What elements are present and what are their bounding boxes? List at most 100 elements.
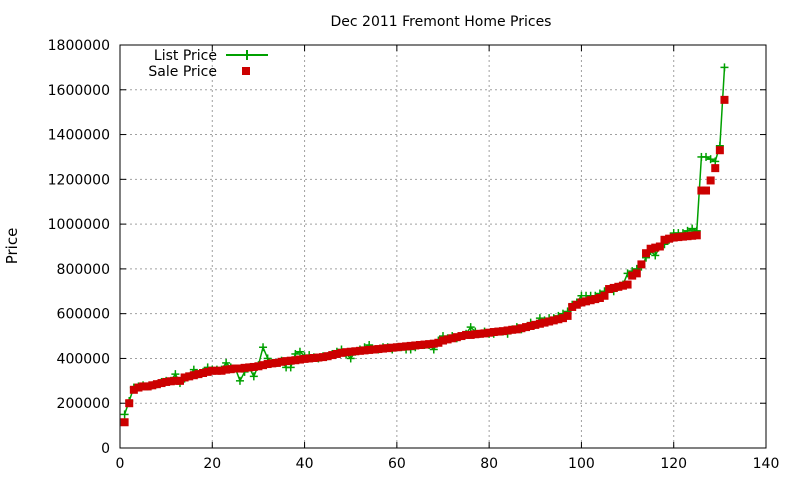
axis-ticks: 0 20 40 60 80 100 120 140 0 200000 400000 600000 800… (48, 38, 780, 472)
sale-price-point (323, 352, 332, 361)
sale-price-point (162, 377, 171, 386)
sale-price-point (268, 359, 277, 368)
x-tick-label: 140 (753, 456, 780, 472)
sale-price-point (328, 351, 337, 360)
list-price-point (295, 347, 304, 356)
sale-price-point (314, 353, 323, 362)
sale-price-point (235, 364, 244, 373)
sale-price-point (443, 335, 452, 344)
sale-price-series (120, 95, 729, 427)
sale-price-point (420, 340, 429, 349)
list-price-point (235, 376, 244, 385)
sale-price-point (337, 348, 346, 357)
sale-price-point (605, 285, 614, 294)
sale-price-point (568, 302, 577, 311)
sale-price-point (665, 234, 674, 243)
sale-price-point (503, 326, 512, 335)
sale-price-point (577, 298, 586, 307)
sale-price-point (646, 244, 655, 253)
list-price-point (706, 155, 715, 164)
sale-price-point (194, 370, 203, 379)
sale-price-point (226, 365, 235, 374)
sale-price-point (595, 293, 604, 302)
sale-price-point (411, 341, 420, 350)
sale-price-point (471, 330, 480, 339)
sale-price-point (600, 291, 609, 300)
sale-price-point (706, 176, 715, 185)
sale-price-point (319, 353, 328, 362)
sale-price-point (291, 356, 300, 365)
sale-price-point (263, 360, 272, 369)
sale-price-point (429, 339, 438, 348)
sale-price-point (129, 385, 138, 394)
list-price-point (249, 372, 258, 381)
sale-price-point (697, 186, 706, 195)
list-price-point (171, 370, 180, 379)
sale-price-point (678, 232, 687, 241)
legend-label-list-price: List Price (154, 48, 217, 64)
sale-price-point (715, 146, 724, 155)
sale-price-point (642, 249, 651, 258)
sale-price-point (286, 356, 295, 365)
list-price-point (222, 358, 231, 367)
sale-price-point (480, 329, 489, 338)
sale-price-point (397, 342, 406, 351)
sale-price-point (448, 334, 457, 343)
sale-price-point (309, 353, 318, 362)
y-tick-label: 600000 (57, 307, 110, 323)
sale-price-point (549, 316, 558, 325)
sale-price-point (545, 317, 554, 326)
legend-label-sale-price: Sale Price (148, 64, 217, 80)
sale-price-point (120, 418, 129, 427)
sale-price-point (199, 368, 208, 377)
sale-price-point (383, 344, 392, 353)
sale-price-point (272, 358, 281, 367)
x-tick-label: 40 (296, 456, 314, 472)
sale-price-point (522, 323, 531, 332)
sale-price-point (674, 233, 683, 242)
sale-price-point (439, 336, 447, 345)
sale-price-point (558, 314, 567, 323)
sale-price-point (462, 330, 471, 339)
sale-price-point (249, 362, 258, 371)
sale-price-point (415, 341, 424, 350)
sale-price-point (494, 327, 503, 336)
plot-area-border (119, 44, 767, 449)
sale-price-point (572, 300, 581, 309)
list-price-point (711, 157, 720, 166)
sale-price-point (125, 399, 134, 408)
sale-price-point (531, 320, 540, 329)
sale-price-point (332, 349, 341, 358)
sale-price-point (212, 366, 221, 375)
sale-price-point (586, 296, 595, 305)
sale-price-point (466, 330, 475, 339)
sale-price-point (374, 345, 383, 354)
x-tick-label: 0 (116, 456, 125, 472)
sale-price-point (591, 295, 600, 304)
sale-price-point (355, 346, 364, 355)
sale-price-point (614, 282, 623, 291)
sale-price-point (139, 382, 148, 391)
sale-price-point (369, 345, 378, 354)
y-axis-label: Price (3, 228, 21, 265)
x-tick-label: 60 (388, 456, 406, 472)
y-tick-label: 800000 (57, 262, 110, 278)
x-tick-label: 80 (480, 456, 498, 472)
x-tick-label: 100 (568, 456, 595, 472)
sale-price-point (351, 347, 360, 356)
sale-price-point (508, 325, 517, 334)
sale-price-point (180, 373, 189, 382)
legend-marker-sale-price (242, 67, 250, 75)
sale-price-point (360, 346, 369, 355)
x-tick-label: 20 (203, 456, 221, 472)
sale-price-point (365, 345, 374, 354)
sale-price-point (300, 354, 309, 363)
sale-price-point (475, 329, 484, 338)
list-price-point (259, 343, 268, 352)
sale-price-point (254, 362, 263, 371)
sale-price-point (152, 380, 161, 389)
y-tick-label: 0 (101, 441, 110, 457)
list-price-point (688, 224, 697, 233)
list-price-point (720, 63, 729, 72)
list-price-point (286, 363, 295, 372)
